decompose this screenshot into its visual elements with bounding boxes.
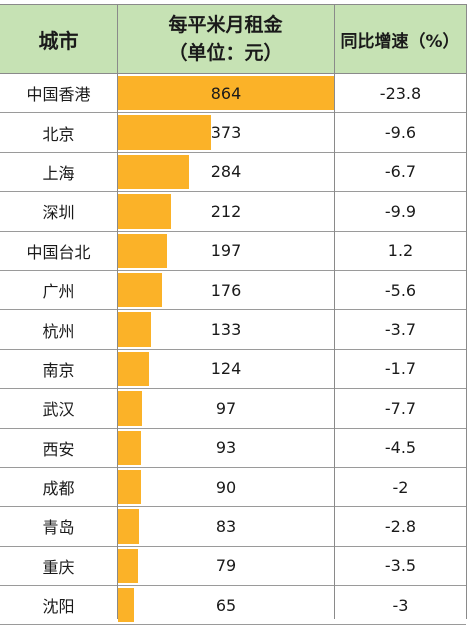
header-rent-line2: （单位：元）	[168, 42, 283, 64]
rent-bar	[118, 351, 149, 387]
city-cell: 北京	[42, 124, 75, 144]
rent-cell: 65	[118, 586, 334, 624]
city-cell: 广州	[42, 282, 75, 302]
rent-bar	[118, 115, 212, 150]
city-cell: 杭州	[42, 321, 75, 341]
header-city: 城市	[38, 28, 79, 53]
rent-bar	[118, 430, 142, 465]
rent-value: 83	[215, 516, 237, 536]
table-header: 城市 每平米月租金 （单位：元） 同比增速（%）	[0, 4, 466, 74]
table-body: 中国香港 864 -23.8 北京 373 -9.6 上海 284 -6.7 深圳 212 -9.9 中…	[0, 74, 466, 625]
rent-bar	[118, 194, 171, 229]
rent-cell: 176	[118, 271, 334, 309]
yoy-cell: -5.6	[384, 280, 417, 300]
table-row: 沈阳 65 -3	[0, 586, 466, 625]
table-row: 武汉 97 -7.7	[0, 389, 466, 429]
rent-value: 864	[210, 83, 242, 103]
yoy-cell: -9.9	[384, 201, 417, 221]
yoy-cell: -23.8	[379, 83, 422, 103]
column-divider	[117, 4, 118, 619]
rent-cell: 90	[118, 468, 334, 506]
rent-bar	[118, 469, 141, 505]
table-row: 西安 93 -4.5	[0, 429, 466, 468]
city-cell: 成都	[42, 479, 75, 499]
yoy-cell: -2.8	[384, 516, 417, 536]
rent-value: 97	[215, 398, 237, 418]
city-cell: 中国台北	[26, 242, 91, 262]
yoy-cell: -4.5	[384, 438, 417, 458]
header-rent: 每平米月租金 （单位：元）	[117, 5, 334, 73]
rent-bar	[118, 588, 135, 623]
table-row: 中国香港 864 -23.8	[0, 74, 466, 114]
yoy-cell: -3.7	[384, 320, 417, 340]
rent-bar	[118, 76, 334, 111]
rent-value: 65	[215, 595, 237, 615]
rent-cell: 212	[118, 192, 334, 230]
rent-cell: 79	[118, 547, 334, 585]
rent-bar	[118, 233, 168, 268]
rent-cell: 97	[118, 389, 334, 427]
rent-bar	[118, 548, 138, 584]
column-divider	[466, 4, 467, 619]
yoy-cell: -6.7	[384, 162, 417, 182]
rent-value: 133	[210, 320, 242, 340]
rent-value: 93	[215, 438, 237, 458]
yoy-cell: -9.6	[384, 123, 417, 143]
table-row: 杭州 133 -3.7	[0, 310, 466, 350]
yoy-cell: 1.2	[387, 241, 414, 261]
table-row: 北京 373 -9.6	[0, 113, 466, 153]
rent-table: 城市 每平米月租金 （单位：元） 同比增速（%） 中国香港 864 -23.8 北京 3…	[0, 4, 466, 625]
table-row: 成都 90 -2	[0, 468, 466, 508]
rent-bar	[118, 312, 152, 347]
yoy-cell: -7.7	[384, 398, 417, 418]
yoy-cell: -2	[392, 477, 409, 497]
rent-value: 79	[215, 556, 237, 576]
table-row: 南京 124 -1.7	[0, 350, 466, 390]
yoy-cell: -1.7	[384, 359, 417, 379]
yoy-cell: -3	[392, 595, 409, 615]
table-row: 重庆 79 -3.5	[0, 547, 466, 587]
rent-cell: 93	[118, 429, 334, 467]
rent-bar	[118, 391, 143, 426]
rent-cell: 864	[118, 74, 334, 112]
rent-cell: 83	[118, 507, 334, 545]
rent-cell: 133	[118, 310, 334, 348]
rent-bar	[118, 154, 189, 190]
rent-cell: 124	[118, 350, 334, 388]
rent-bar	[118, 272, 162, 308]
city-cell: 西安	[42, 439, 75, 459]
table-row: 上海 284 -6.7	[0, 153, 466, 193]
city-cell: 中国香港	[26, 85, 91, 105]
city-cell: 青岛	[42, 518, 75, 538]
rent-value: 124	[210, 359, 242, 379]
city-cell: 沈阳	[42, 597, 75, 617]
rent-cell: 197	[118, 232, 334, 270]
city-cell: 南京	[42, 360, 75, 380]
rent-cell: 284	[118, 153, 334, 191]
table-row: 中国台北 197 1.2	[0, 232, 466, 271]
rent-value: 90	[215, 477, 237, 497]
table-row: 广州 176 -5.6	[0, 271, 466, 311]
rent-cell: 373	[118, 113, 334, 151]
table-row: 深圳 212 -9.9	[0, 192, 466, 232]
column-divider	[334, 4, 335, 619]
table-row: 青岛 83 -2.8	[0, 507, 466, 547]
rent-value: 284	[210, 162, 242, 182]
rent-bar	[118, 509, 139, 544]
city-cell: 重庆	[42, 557, 75, 577]
city-cell: 深圳	[42, 203, 75, 223]
rent-value: 176	[210, 280, 242, 300]
rent-value: 212	[210, 201, 242, 221]
header-yoy: 同比增速（%）	[340, 31, 460, 52]
yoy-cell: -3.5	[384, 556, 417, 576]
city-cell: 武汉	[42, 400, 75, 420]
rent-value: 373	[210, 123, 242, 143]
city-cell: 上海	[42, 163, 75, 183]
rent-value: 197	[210, 241, 242, 261]
header-rent-line1: 每平米月租金	[168, 14, 283, 36]
